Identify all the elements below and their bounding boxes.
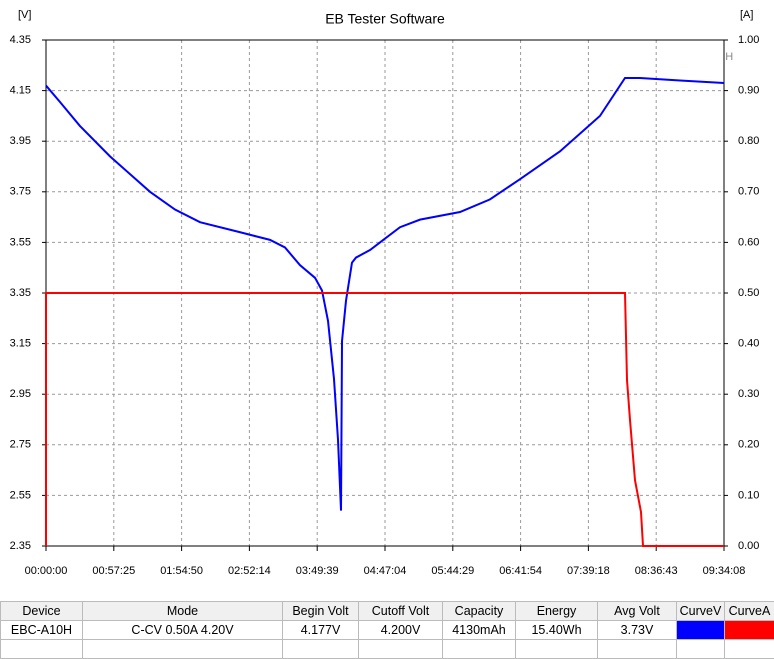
y2-tick-label: 0.80 (738, 135, 759, 147)
table-row: EBC-A10H C-CV 0.50A 4.20V 4.177V 4.200V 4130… (0, 620, 774, 640)
table-row-empty (0, 639, 774, 659)
x-tick-label: 08:36:43 (635, 565, 678, 577)
y2-axis-label: [A] (740, 9, 753, 21)
y-tick-label: 2.75 (10, 439, 31, 451)
x-tick-label: 09:34:08 (703, 565, 746, 577)
y2-tick-label: 0.90 (738, 85, 759, 97)
y-tick-label: 3.15 (10, 338, 31, 350)
y2-tick-label: 0.30 (738, 388, 759, 400)
y2-tick-label: 0.60 (738, 236, 759, 248)
y2-tick-label: 0.20 (738, 439, 759, 451)
x-tick-label: 03:49:39 (296, 565, 339, 577)
cell: 15.40Wh (515, 620, 598, 640)
color-swatch (676, 620, 725, 640)
column-header: CurveA (724, 601, 774, 621)
cell: 4.200V (358, 620, 443, 640)
y-tick-label: 2.95 (10, 388, 31, 400)
x-tick-label: 07:39:18 (567, 565, 610, 577)
color-swatch (724, 620, 774, 640)
y-tick-label: 4.35 (10, 34, 31, 46)
column-header: Capacity (442, 601, 516, 621)
x-tick-label: 06:41:54 (499, 565, 542, 577)
y2-tick-label: 0.10 (738, 489, 759, 501)
table-header: Device Mode Begin Volt Cutoff Volt Capacity E… (0, 601, 774, 621)
column-header: CurveV (676, 601, 725, 621)
y2-tick-label: 0.40 (738, 338, 759, 350)
x-tick-label: 04:47:04 (364, 565, 407, 577)
column-header: Device (0, 601, 83, 621)
chart: EB Tester Software [V] [A] ZKETECH 2.352… (10, 9, 760, 577)
y-tick-label: 3.75 (10, 186, 31, 198)
cell: 3.73V (597, 620, 677, 640)
y2-tick-label: 0.50 (738, 287, 759, 299)
y-tick-label: 3.35 (10, 287, 31, 299)
info-table: Device Mode Begin Volt Cutoff Volt Capacity E… (0, 601, 774, 659)
y2-tick-label: 1.00 (738, 34, 759, 46)
y-tick-label: 3.55 (10, 236, 31, 248)
y-axis-label: [V] (18, 9, 31, 21)
y-tick-label: 3.95 (10, 135, 31, 147)
column-header: Begin Volt (282, 601, 359, 621)
cell: 4130mAh (442, 620, 516, 640)
column-header: Cutoff Volt (358, 601, 443, 621)
x-tick-label: 00:00:00 (25, 565, 68, 577)
cell: 4.177V (282, 620, 359, 640)
x-tick-label: 00:57:25 (92, 565, 135, 577)
cell: EBC-A10H (0, 620, 83, 640)
cell: C-CV 0.50A 4.20V (82, 620, 283, 640)
x-tick-label: 02:52:14 (228, 565, 271, 577)
y-tick-label: 4.15 (10, 85, 31, 97)
column-header: Avg Volt (597, 601, 677, 621)
y-tick-label: 2.35 (10, 540, 31, 552)
x-tick-label: 05:44:29 (431, 565, 474, 577)
y-tick-label: 2.55 (10, 489, 31, 501)
series-line (45, 76, 725, 511)
chart-title: EB Tester Software (325, 11, 445, 27)
column-header: Mode (82, 601, 283, 621)
series-line (45, 292, 724, 547)
y2-tick-label: 0.70 (738, 186, 759, 198)
x-tick-label: 01:54:50 (160, 565, 203, 577)
column-header: Energy (515, 601, 598, 621)
y2-tick-label: 0.00 (738, 540, 759, 552)
